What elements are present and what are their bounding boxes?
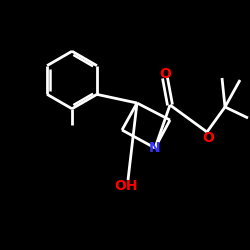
- Text: OH: OH: [114, 178, 137, 192]
- Text: N: N: [149, 141, 161, 155]
- Text: O: O: [159, 67, 171, 81]
- Text: O: O: [202, 130, 214, 144]
